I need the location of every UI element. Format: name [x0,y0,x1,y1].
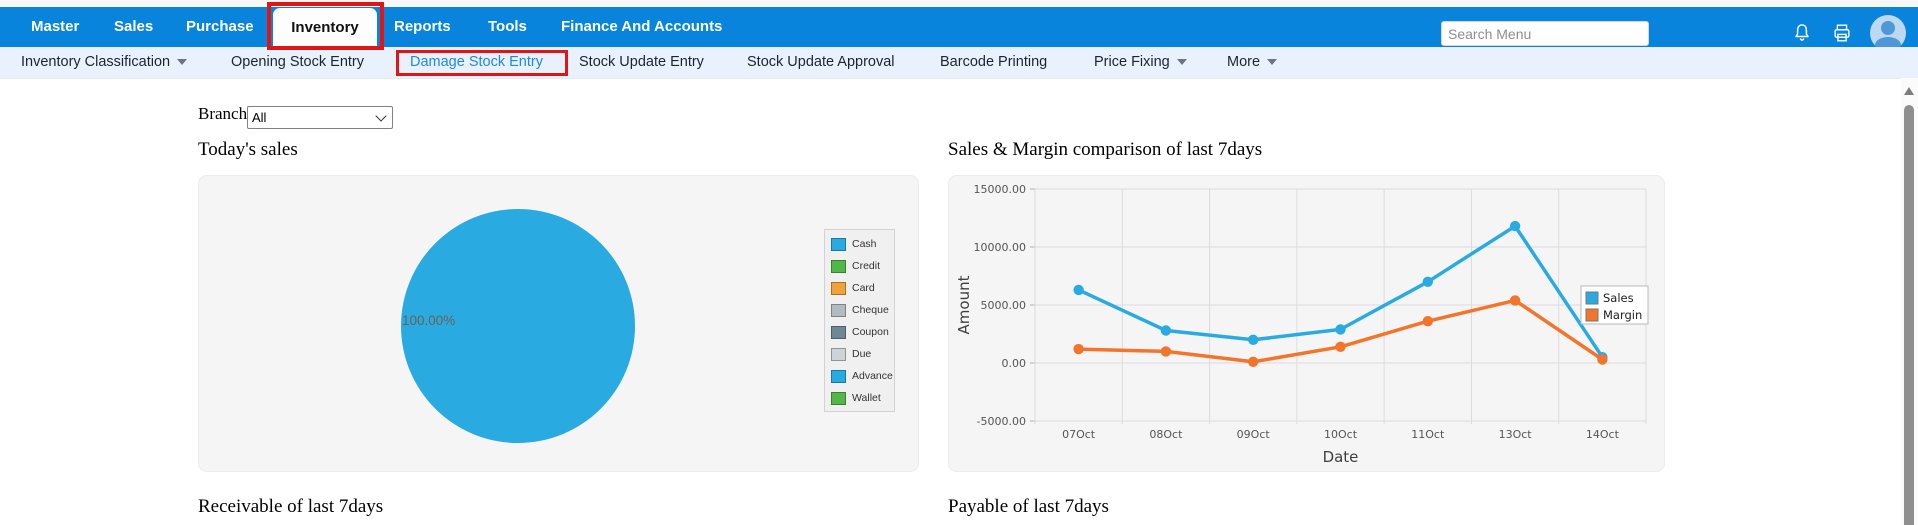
legend-swatch [831,369,846,383]
svg-text:Sales: Sales [1603,291,1634,305]
line-chart-legend: Sales Margin [1580,285,1649,325]
receivable-heading: Receivable of last 7days [198,496,384,517]
legend-swatch [831,325,846,339]
subnav-stock-update-entry[interactable]: Stock Update Entry [579,54,704,70]
legend-swatch [831,347,846,361]
printer-icon[interactable] [1831,22,1853,44]
nav-item-tools[interactable]: Tools [488,18,527,35]
svg-text:10000.00: 10000.00 [974,241,1027,254]
legend-label: Card [852,282,875,294]
legend-swatch [831,303,846,317]
nav-item-finance-accounts[interactable]: Finance And Accounts [561,18,723,35]
pie-legend-item: Wallet [825,387,894,409]
nav-item-master[interactable]: Master [31,18,80,35]
svg-text:15000.00: 15000.00 [974,183,1027,196]
today-sales-heading: Today's sales [198,139,298,160]
svg-text:10Oct: 10Oct [1324,428,1358,441]
svg-text:09Oct: 09Oct [1237,428,1271,441]
legend-swatch [831,237,846,251]
svg-text:Amount: Amount [955,275,973,334]
pie-legend-item: Cash [825,233,894,255]
annotation-box-inventory [267,2,384,50]
payable-heading: Payable of last 7days [948,496,1109,517]
pie-legend: Cash Credit Card Cheque Coupon Due Advance Wall… [824,229,895,412]
svg-text:13Oct: 13Oct [1499,428,1533,441]
window-top-strip [0,0,1918,7]
avatar-head-shape [1881,21,1895,35]
legend-swatch [831,259,846,273]
line-chart: 15000.00 10000.00 5000.00 0.00 -5000.00 07Oct… [955,183,1649,466]
svg-text:5000.00: 5000.00 [981,299,1027,312]
chevron-down-icon [177,59,188,65]
chevron-down-icon [1176,59,1187,65]
pie-legend-item: Advance [825,365,894,387]
pie-percent-label: 100.00% [402,313,456,328]
svg-text:-5000.00: -5000.00 [977,415,1026,428]
svg-text:11Oct: 11Oct [1411,428,1445,441]
legend-swatch [831,281,846,295]
svg-text:0.00: 0.00 [1002,357,1027,370]
pie-legend-item: Credit [825,255,894,277]
subnav-barcode-printing[interactable]: Barcode Printing [940,54,1048,70]
subnav-stock-update-approval[interactable]: Stock Update Approval [747,54,895,70]
scrollbar-thumb[interactable] [1904,105,1914,525]
subnav-damage-stock-entry[interactable]: Damage Stock Entry [410,54,543,70]
legend-label: Due [852,348,872,360]
pie-legend-item: Due [825,343,894,365]
legend-label: Cheque [852,304,889,316]
bell-icon[interactable] [1791,22,1813,44]
legend-label: Cash [852,238,877,250]
pie-legend-item: Coupon [825,321,894,343]
nav-item-purchase[interactable]: Purchase [186,18,254,35]
pie-chart [401,209,635,443]
today-sales-panel: 100.00% Cash Credit Card Cheque Coupon Due Adv… [198,175,919,472]
branch-select[interactable]: All [247,106,393,129]
top-navbar: Master Sales Purchase Inventory Reports … [0,7,1918,51]
subnav-more[interactable]: More [1227,47,1278,78]
legend-label: Coupon [852,326,889,338]
legend-label: Advance [852,370,893,382]
chevron-down-icon [1267,59,1278,65]
subnav-inventory-classification[interactable]: Inventory Classification [21,47,188,78]
nav-item-inventory-active[interactable]: Inventory [273,8,377,47]
nav-item-reports[interactable]: Reports [394,18,451,35]
inventory-submenu-bar: Inventory Classification Opening Stock E… [0,47,1918,79]
scrollbar-up-arrow[interactable] [1904,87,1914,95]
pie-legend-item: Card [825,277,894,299]
sales-margin-panel: 15000.00 10000.00 5000.00 0.00 -5000.00 07Oct… [948,175,1665,472]
sales-margin-heading: Sales & Margin comparison of last 7days [948,139,1263,160]
legend-label: Wallet [852,392,881,404]
svg-text:08Oct: 08Oct [1149,428,1183,441]
search-input[interactable] [1441,21,1649,46]
legend-label: Credit [852,260,881,272]
svg-text:Date: Date [1323,448,1359,466]
subnav-price-fixing[interactable]: Price Fixing [1094,47,1187,78]
legend-swatch [831,391,846,405]
annotation-box-damage-stock-entry [396,50,568,76]
branch-select-wrap: All [247,106,393,129]
svg-text:Margin: Margin [1603,308,1642,322]
svg-text:07Oct: 07Oct [1062,428,1096,441]
nav-item-sales[interactable]: Sales [114,18,154,35]
pie-legend-item: Cheque [825,299,894,321]
subnav-opening-stock-entry[interactable]: Opening Stock Entry [231,54,364,70]
svg-text:14Oct: 14Oct [1586,428,1620,441]
branch-label: Branch [198,104,248,123]
user-avatar[interactable] [1870,15,1906,51]
vertical-scrollbar [1901,78,1918,525]
